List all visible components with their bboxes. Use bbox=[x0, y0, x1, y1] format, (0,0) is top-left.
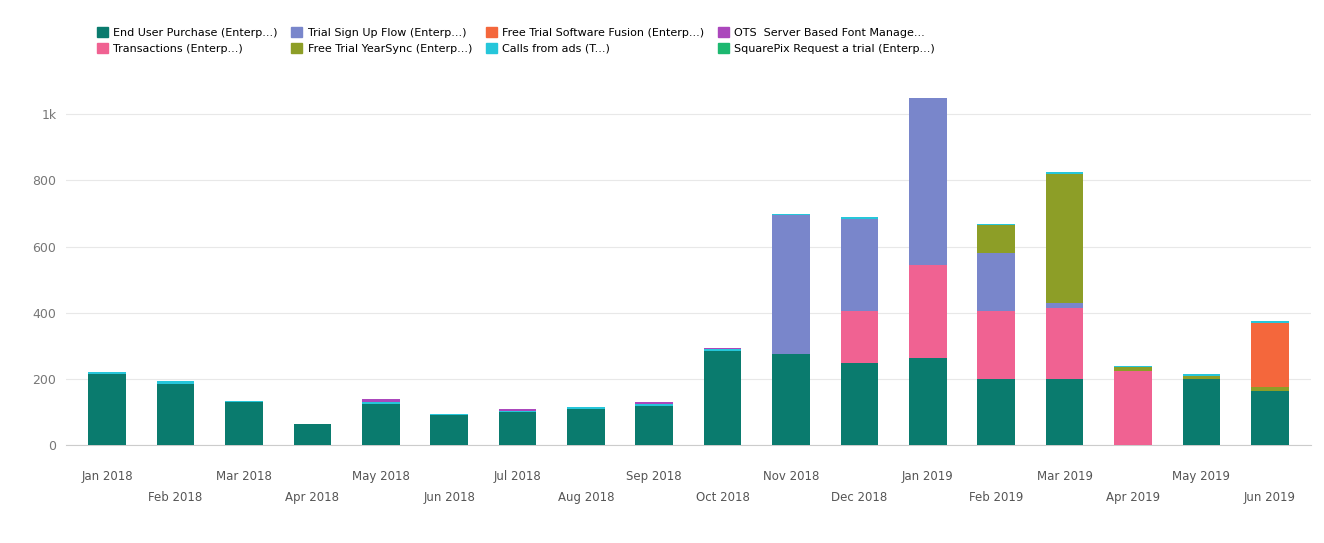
Bar bbox=[567, 407, 605, 409]
Bar bbox=[499, 411, 536, 412]
Bar bbox=[1182, 374, 1221, 376]
Bar bbox=[772, 213, 810, 215]
Bar bbox=[89, 374, 126, 445]
Bar bbox=[1046, 303, 1083, 308]
Bar bbox=[430, 414, 467, 415]
Bar bbox=[89, 372, 126, 374]
Bar bbox=[910, 45, 947, 47]
Bar bbox=[704, 351, 741, 445]
Text: Dec 2018: Dec 2018 bbox=[831, 491, 887, 504]
Text: Apr 2019: Apr 2019 bbox=[1106, 491, 1160, 504]
Bar bbox=[841, 363, 878, 445]
Bar bbox=[977, 253, 1016, 311]
Bar bbox=[1046, 379, 1083, 445]
Bar bbox=[294, 424, 331, 445]
Bar bbox=[841, 217, 878, 218]
Text: Jan 2019: Jan 2019 bbox=[902, 470, 953, 483]
Bar bbox=[430, 415, 467, 445]
Bar bbox=[567, 409, 605, 445]
Bar bbox=[1046, 172, 1083, 174]
Bar bbox=[910, 265, 947, 357]
Text: Nov 2018: Nov 2018 bbox=[763, 470, 820, 483]
Text: Apr 2018: Apr 2018 bbox=[286, 491, 339, 504]
Text: May 2019: May 2019 bbox=[1172, 470, 1230, 483]
Text: Feb 2019: Feb 2019 bbox=[969, 491, 1023, 504]
Bar bbox=[977, 224, 1016, 225]
Bar bbox=[1115, 366, 1152, 368]
Bar bbox=[499, 412, 536, 445]
Bar bbox=[636, 406, 673, 445]
Bar bbox=[1046, 174, 1083, 303]
Text: Feb 2018: Feb 2018 bbox=[148, 491, 203, 504]
Bar bbox=[704, 348, 741, 349]
Text: Jun 2018: Jun 2018 bbox=[424, 491, 475, 504]
Bar bbox=[1251, 321, 1288, 323]
Text: Jun 2019: Jun 2019 bbox=[1243, 491, 1296, 504]
Bar bbox=[361, 402, 400, 404]
Text: Oct 2018: Oct 2018 bbox=[695, 491, 749, 504]
Legend: End User Purchase (Enterp...), Transactions (Enterp...), Trial Sign Up Flow (Ent: End User Purchase (Enterp...), Transacti… bbox=[97, 27, 935, 54]
Bar bbox=[156, 381, 195, 384]
Text: Aug 2018: Aug 2018 bbox=[557, 491, 614, 504]
Bar bbox=[841, 311, 878, 363]
Bar bbox=[1251, 390, 1288, 445]
Text: Jul 2018: Jul 2018 bbox=[494, 470, 542, 483]
Bar bbox=[977, 225, 1016, 253]
Bar bbox=[1182, 379, 1221, 445]
Text: Sep 2018: Sep 2018 bbox=[626, 470, 682, 483]
Bar bbox=[361, 399, 400, 402]
Bar bbox=[1115, 371, 1152, 445]
Bar bbox=[225, 401, 262, 402]
Text: May 2018: May 2018 bbox=[352, 470, 409, 483]
Bar bbox=[841, 218, 878, 311]
Bar bbox=[910, 357, 947, 445]
Bar bbox=[704, 349, 741, 351]
Bar bbox=[499, 409, 536, 411]
Bar bbox=[772, 215, 810, 354]
Bar bbox=[977, 311, 1016, 379]
Bar bbox=[636, 402, 673, 404]
Bar bbox=[636, 404, 673, 406]
Bar bbox=[225, 402, 262, 445]
Text: Mar 2018: Mar 2018 bbox=[216, 470, 271, 483]
Bar bbox=[1115, 368, 1152, 371]
Text: Jan 2018: Jan 2018 bbox=[81, 470, 132, 483]
Bar bbox=[910, 47, 947, 265]
Bar bbox=[361, 404, 400, 445]
Bar bbox=[1251, 323, 1288, 387]
Bar bbox=[1046, 308, 1083, 379]
Bar bbox=[1182, 376, 1221, 379]
Bar bbox=[772, 354, 810, 445]
Text: Mar 2019: Mar 2019 bbox=[1037, 470, 1092, 483]
Bar bbox=[156, 384, 195, 445]
Bar bbox=[977, 379, 1016, 445]
Bar bbox=[1251, 387, 1288, 390]
